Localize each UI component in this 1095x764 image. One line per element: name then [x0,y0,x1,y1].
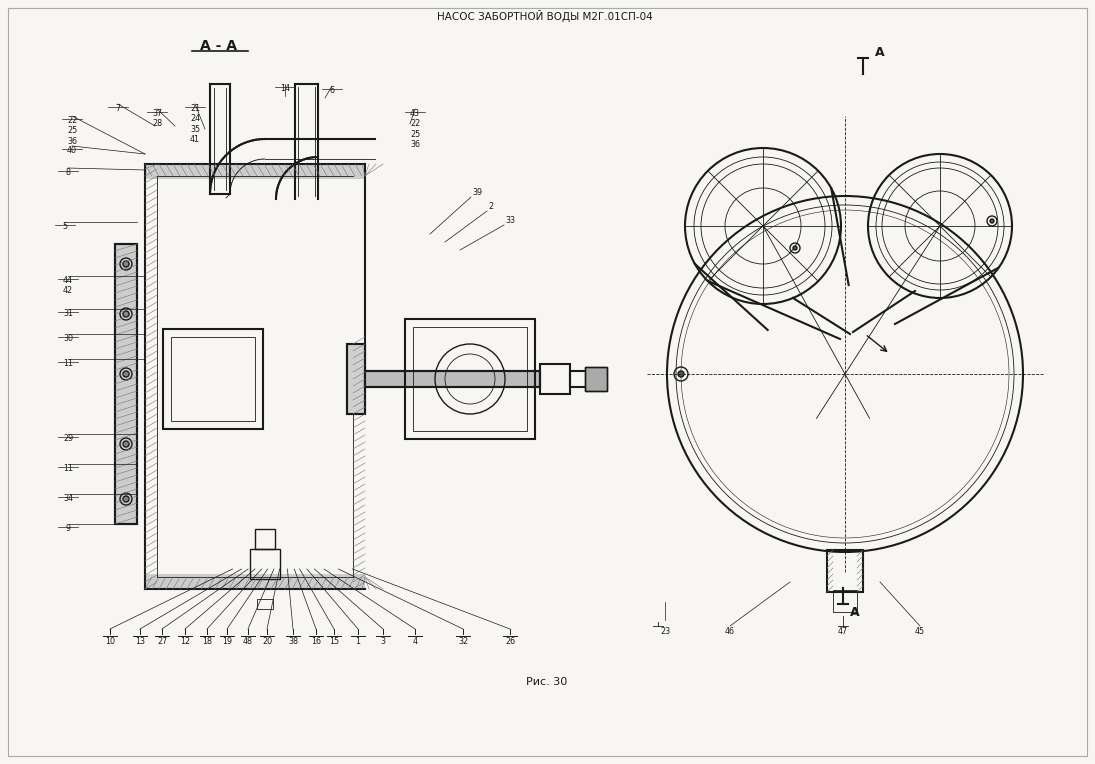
Text: 11: 11 [64,359,73,368]
Text: Рис. 30: Рис. 30 [527,677,567,687]
Text: 4: 4 [413,637,417,646]
Text: 31: 31 [64,309,73,318]
Bar [145,164,365,179]
Bar [833,590,857,612]
Text: A: A [875,46,885,59]
Bar [365,371,540,387]
Bar [347,344,365,414]
Text: 12: 12 [180,637,191,646]
Bar [115,244,137,524]
Circle shape [123,311,129,317]
Text: 27: 27 [157,637,168,646]
Text: 22
25
36: 22 25 36 [67,116,77,146]
Text: 16: 16 [311,637,321,646]
Text: 5: 5 [62,222,68,231]
Text: 21
24
35
41: 21 24 35 41 [189,104,200,144]
Bar [145,574,365,589]
Text: 8: 8 [66,168,70,177]
Text: 9: 9 [66,524,70,533]
Text: 6: 6 [330,86,334,95]
Text: 37
28: 37 28 [152,109,162,128]
Bar [255,529,275,549]
Circle shape [793,246,797,250]
Bar [540,364,570,394]
Bar [250,549,280,579]
Text: 29: 29 [62,434,73,443]
Bar [163,329,263,429]
Text: 32: 32 [458,637,468,646]
Circle shape [678,371,684,377]
Text: НАСОС ЗАБОРТНОЙ ВОДЫ М2Г.01СП-04: НАСОС ЗАБОРТНОЙ ВОДЫ М2Г.01СП-04 [437,10,653,22]
Text: 34: 34 [64,494,73,503]
Bar [405,319,535,439]
Text: A: A [850,606,860,619]
Text: 1: 1 [356,637,360,646]
Text: 45: 45 [915,627,925,636]
Text: 14: 14 [280,84,290,93]
Text: 15: 15 [328,637,339,646]
Circle shape [123,496,129,502]
Text: 33: 33 [505,215,515,225]
Text: 39: 39 [472,187,482,196]
Circle shape [123,371,129,377]
Bar [347,344,365,414]
Text: 47: 47 [838,627,848,636]
Circle shape [990,219,994,223]
Circle shape [123,261,129,267]
Text: 26: 26 [505,637,515,646]
Text: 19: 19 [222,637,232,646]
Text: 18: 18 [201,637,212,646]
Bar [585,367,607,391]
Bar [171,337,255,421]
Text: 46: 46 [725,627,735,636]
Bar [365,371,540,387]
Text: 11: 11 [64,464,73,473]
Bar [257,599,273,609]
Text: 10: 10 [105,637,115,646]
Bar [827,550,863,592]
Bar [115,244,137,524]
Text: 40: 40 [67,146,77,155]
Text: 7: 7 [115,104,120,113]
Text: 30: 30 [64,334,73,343]
Bar [413,327,527,431]
Text: 44
42: 44 42 [62,276,73,296]
Circle shape [123,441,129,447]
Text: 3: 3 [380,637,385,646]
Text: 48: 48 [243,637,253,646]
Bar [585,367,607,391]
Text: 20: 20 [262,637,272,646]
Text: 13: 13 [135,637,145,646]
Text: 38: 38 [288,637,298,646]
Bar [570,371,590,387]
Text: 2: 2 [488,202,493,211]
Text: А - А: А - А [199,39,237,53]
Text: 43
22
25
36: 43 22 25 36 [410,109,420,149]
Text: 23: 23 [660,627,670,636]
